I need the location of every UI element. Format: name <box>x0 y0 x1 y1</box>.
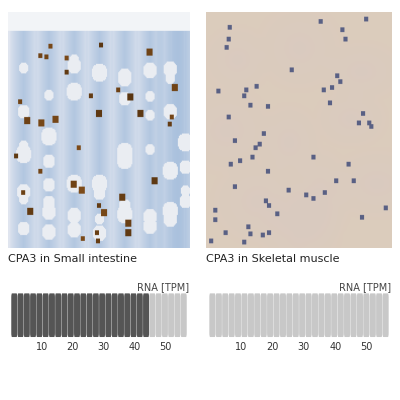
Text: 50: 50 <box>159 342 172 352</box>
FancyBboxPatch shape <box>357 293 363 337</box>
Text: RNA [TPM]: RNA [TPM] <box>338 282 391 292</box>
FancyBboxPatch shape <box>299 293 305 337</box>
FancyBboxPatch shape <box>24 293 30 337</box>
FancyBboxPatch shape <box>174 293 180 337</box>
Text: 20: 20 <box>67 342 79 352</box>
FancyBboxPatch shape <box>68 293 74 337</box>
FancyBboxPatch shape <box>293 293 299 337</box>
FancyBboxPatch shape <box>242 293 248 337</box>
FancyBboxPatch shape <box>181 293 187 337</box>
FancyBboxPatch shape <box>261 293 267 337</box>
FancyBboxPatch shape <box>168 293 174 337</box>
FancyBboxPatch shape <box>149 293 155 337</box>
FancyBboxPatch shape <box>274 293 280 337</box>
FancyBboxPatch shape <box>254 293 260 337</box>
FancyBboxPatch shape <box>11 293 17 337</box>
FancyBboxPatch shape <box>156 293 162 337</box>
FancyBboxPatch shape <box>344 293 350 337</box>
FancyBboxPatch shape <box>124 293 130 337</box>
FancyBboxPatch shape <box>267 293 273 337</box>
FancyBboxPatch shape <box>74 293 80 337</box>
FancyBboxPatch shape <box>112 293 118 337</box>
Text: CPA3 in Small intestine: CPA3 in Small intestine <box>8 254 137 264</box>
FancyBboxPatch shape <box>235 293 241 337</box>
Text: 50: 50 <box>360 342 373 352</box>
FancyBboxPatch shape <box>118 293 124 337</box>
FancyBboxPatch shape <box>306 293 312 337</box>
FancyBboxPatch shape <box>312 293 318 337</box>
Text: 10: 10 <box>36 342 48 352</box>
Text: 40: 40 <box>128 342 140 352</box>
Text: 40: 40 <box>329 342 341 352</box>
Text: RNA [TPM]: RNA [TPM] <box>137 282 189 292</box>
FancyBboxPatch shape <box>209 293 216 337</box>
FancyBboxPatch shape <box>18 293 24 337</box>
FancyBboxPatch shape <box>318 293 324 337</box>
Text: CPA3 in Skeletal muscle: CPA3 in Skeletal muscle <box>206 254 340 264</box>
FancyBboxPatch shape <box>86 293 92 337</box>
FancyBboxPatch shape <box>338 293 344 337</box>
FancyBboxPatch shape <box>93 293 99 337</box>
Text: 30: 30 <box>298 342 310 352</box>
FancyBboxPatch shape <box>350 293 356 337</box>
FancyBboxPatch shape <box>30 293 36 337</box>
Text: 10: 10 <box>234 342 247 352</box>
FancyBboxPatch shape <box>228 293 235 337</box>
FancyBboxPatch shape <box>325 293 331 337</box>
FancyBboxPatch shape <box>80 293 86 337</box>
Text: 30: 30 <box>98 342 110 352</box>
FancyBboxPatch shape <box>280 293 286 337</box>
FancyBboxPatch shape <box>143 293 149 337</box>
FancyBboxPatch shape <box>248 293 254 337</box>
FancyBboxPatch shape <box>382 293 389 337</box>
FancyBboxPatch shape <box>130 293 136 337</box>
FancyBboxPatch shape <box>62 293 68 337</box>
FancyBboxPatch shape <box>49 293 55 337</box>
FancyBboxPatch shape <box>370 293 376 337</box>
FancyBboxPatch shape <box>286 293 292 337</box>
FancyBboxPatch shape <box>331 293 337 337</box>
FancyBboxPatch shape <box>363 293 370 337</box>
FancyBboxPatch shape <box>222 293 228 337</box>
FancyBboxPatch shape <box>216 293 222 337</box>
Text: 20: 20 <box>266 342 278 352</box>
FancyBboxPatch shape <box>99 293 105 337</box>
FancyBboxPatch shape <box>106 293 112 337</box>
FancyBboxPatch shape <box>137 293 143 337</box>
FancyBboxPatch shape <box>55 293 61 337</box>
FancyBboxPatch shape <box>376 293 382 337</box>
FancyBboxPatch shape <box>36 293 42 337</box>
FancyBboxPatch shape <box>162 293 168 337</box>
FancyBboxPatch shape <box>43 293 49 337</box>
